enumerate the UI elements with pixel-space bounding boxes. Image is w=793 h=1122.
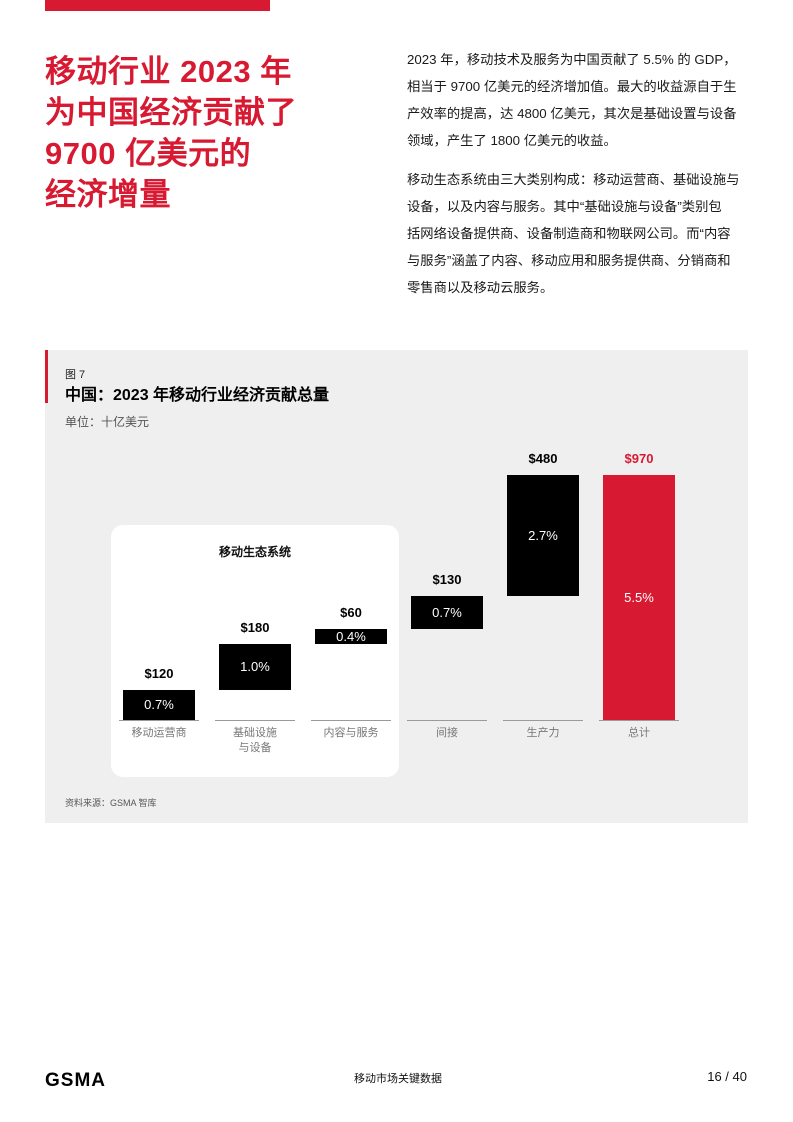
- page-number: 16 / 40: [707, 1069, 747, 1084]
- category-label-productivity: 生产力: [526, 727, 560, 739]
- figure-source: 资料来源：GSMA 智库: [65, 798, 157, 808]
- paragraph-2: 移动生态系统由三大类别构成：移动运营商、基础设施与 设备，以及内容与服务。其中“…: [407, 166, 752, 301]
- value-label-infrastructure-devices: $180: [240, 620, 270, 636]
- bar-content-services: 0.4%: [315, 629, 387, 645]
- baseline-total: [599, 720, 679, 721]
- gdp-share-label: 0.7%: [432, 605, 462, 621]
- text-line: 产效率的提高，达 4800 亿美元，其次是基础设置与设备: [407, 106, 737, 121]
- text-line: 2023 年，移动技术及服务为中国贡献了 5.5% 的 GDP，: [407, 52, 737, 67]
- text-line: 零售商以及移动云服务。: [407, 280, 554, 295]
- paragraph-1: 2023 年，移动技术及服务为中国贡献了 5.5% 的 GDP， 相当于 970…: [407, 46, 752, 154]
- value-label-content-services: $60: [340, 605, 362, 621]
- figure-accent-bar: [45, 350, 48, 403]
- figure-unit: 单位：十亿美元: [65, 415, 150, 429]
- top-accent-bar: [45, 0, 270, 11]
- bar-indirect: 0.7%: [411, 596, 483, 630]
- headline-line: 移动行业 2023 年: [45, 54, 292, 89]
- bar-infrastructure-devices: 1.0%: [219, 644, 291, 690]
- text-line: 与服务”涵盖了内容、移动应用和服务提供商、分销商和: [407, 253, 731, 268]
- bar-mobile-operators: 0.7%: [123, 689, 195, 720]
- footer-section-title: 移动市场关键数据: [354, 1073, 442, 1085]
- value-label-productivity: $480: [528, 451, 558, 466]
- figure-number: 图 7: [65, 369, 86, 381]
- baseline-infrastructure-devices: [215, 720, 295, 721]
- category-label-mobile-operators: 移动运营商: [131, 727, 187, 739]
- category-label-indirect: 间接: [436, 727, 458, 739]
- value-label-total: $970: [624, 451, 654, 466]
- gdp-share-label: 2.7%: [528, 528, 558, 544]
- category-label-infrastructure-devices: 基础设施 与设备: [233, 727, 277, 754]
- value-label-mobile-operators: $120: [144, 665, 174, 681]
- value-label-indirect: $130: [432, 572, 462, 588]
- baseline-productivity: [503, 720, 583, 721]
- text-line: 领域，产生了 1800 亿美元的收益。: [407, 133, 617, 148]
- gdp-share-label: 5.5%: [624, 590, 654, 605]
- baseline-indirect: [407, 720, 487, 721]
- text-line: 相当于 9700 亿美元的经济增加值。最大的收益源自于生: [407, 79, 737, 94]
- text-line: 设备，以及内容与服务。其中“基础设施与设备”类别包: [407, 199, 722, 214]
- body-text: 2023 年，移动技术及服务为中国贡献了 5.5% 的 GDP， 相当于 970…: [407, 46, 752, 313]
- gdp-share-label: 0.4%: [336, 629, 366, 645]
- gdp-share-label: 1.0%: [240, 659, 270, 675]
- category-label-total: 总计: [628, 727, 650, 739]
- bar-total: 5.5%: [603, 475, 675, 720]
- gdp-share-label: 0.7%: [144, 697, 174, 713]
- ecosystem-group-label: 移动生态系统: [218, 545, 291, 559]
- headline-line: 9700 亿美元的: [45, 136, 252, 171]
- bar-productivity: 2.7%: [507, 475, 579, 597]
- category-label-content-services: 内容与服务: [323, 727, 379, 739]
- gsma-logo: GSMA: [45, 1070, 106, 1091]
- page-headline: 移动行业 2023 年 为中国经济贡献了 9700 亿美元的 经济增量: [45, 51, 375, 215]
- text-line: 移动生态系统由三大类别构成：移动运营商、基础设施与: [407, 172, 740, 187]
- headline-line: 经济增量: [45, 177, 171, 212]
- baseline-mobile-operators: [119, 720, 199, 721]
- baseline-content-services: [311, 720, 391, 721]
- text-line: 括网络设备提供商、设备制造商和物联网公司。而“内容: [407, 226, 731, 241]
- figure-title: 中国：2023 年移动行业经济贡献总量: [65, 387, 330, 404]
- headline-line: 为中国经济贡献了: [45, 95, 297, 130]
- figure-panel: 图 7 中国：2023 年移动行业经济贡献总量 单位：十亿美元 移动生态系统 0…: [45, 350, 748, 823]
